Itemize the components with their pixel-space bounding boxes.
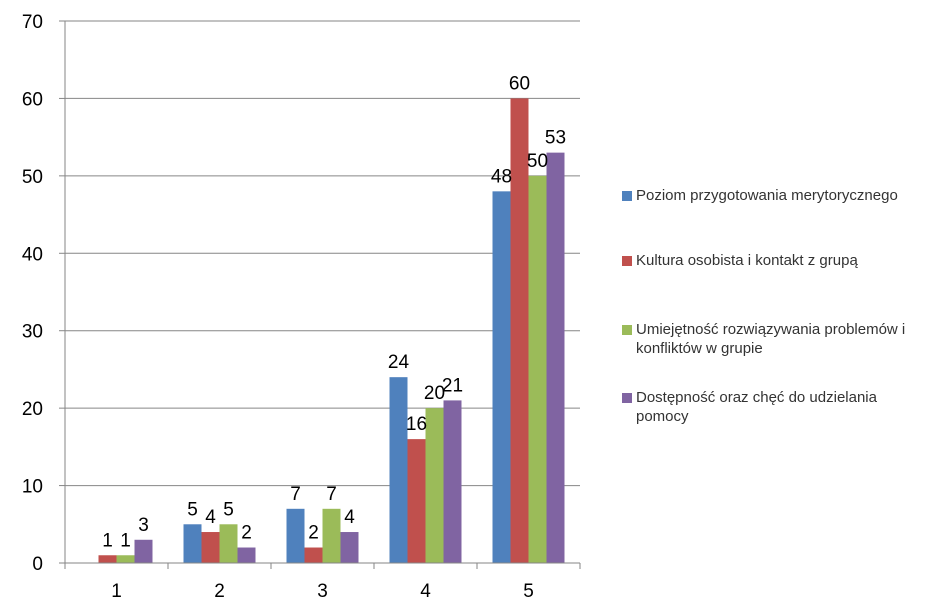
x-tick-label: 1 [111, 581, 122, 602]
bar [201, 532, 220, 563]
bar [134, 539, 153, 563]
legend-item-4: Dostępność oraz chęć do udzielania pomoc… [622, 388, 922, 426]
legend-label-2: Kultura osobista i kontakt z grupą [636, 252, 858, 269]
data-label: 5 [187, 499, 198, 520]
legend-swatch-1 [622, 191, 632, 201]
legend-swatch-3 [622, 325, 632, 335]
data-label: 24 [388, 352, 410, 373]
bar [425, 408, 444, 563]
bar [492, 191, 511, 564]
bar [528, 175, 547, 563]
data-label: 2 [241, 523, 252, 544]
bar [237, 547, 256, 563]
bar [546, 152, 565, 563]
bar [510, 98, 529, 563]
y-tick-label: 10 [22, 477, 43, 498]
legend-label-1: Poziom przygotowania merytorycznego [636, 187, 898, 204]
x-tick-label: 5 [523, 581, 534, 602]
data-label: 3 [138, 515, 149, 536]
bar [407, 439, 426, 563]
bar [322, 508, 341, 563]
y-tick-label: 0 [32, 554, 43, 575]
data-label: 2 [308, 523, 319, 544]
legend-label-4: Dostępność oraz chęć do udzielania pomoc… [636, 389, 877, 425]
data-label: 4 [344, 507, 355, 528]
x-tick-label: 4 [420, 581, 431, 602]
bar [98, 555, 117, 563]
bar [389, 377, 408, 563]
legend-swatch-4 [622, 393, 632, 403]
bar [340, 532, 359, 563]
data-label: 20 [424, 383, 445, 404]
data-label: 21 [442, 375, 463, 396]
bar [116, 555, 135, 563]
y-tick-label: 30 [22, 322, 43, 343]
legend-item-1: Poziom przygotowania merytorycznego [622, 186, 922, 205]
y-tick-label: 40 [22, 244, 43, 265]
y-tick-label: 70 [22, 12, 43, 33]
x-tick-label: 2 [214, 581, 225, 602]
data-label: 5 [223, 499, 234, 520]
data-label: 7 [290, 484, 301, 505]
x-tick-label: 3 [317, 581, 328, 602]
y-tick-label: 20 [22, 399, 43, 420]
bar [443, 400, 462, 563]
bar [219, 524, 238, 563]
bar [286, 508, 305, 563]
data-label: 48 [491, 166, 512, 187]
bar [304, 547, 323, 563]
data-label: 50 [527, 151, 548, 172]
y-tick-label: 60 [22, 89, 43, 110]
legend-swatch-2 [622, 256, 632, 266]
data-label: 7 [326, 484, 337, 505]
legend-item-3: Umiejętność rozwiązywania problemów i ko… [622, 320, 922, 358]
y-tick-label: 50 [22, 167, 43, 188]
data-label: 1 [102, 530, 113, 551]
legend-label-3: Umiejętność rozwiązywania problemów i ko… [636, 321, 906, 357]
data-label: 4 [205, 507, 216, 528]
data-label: 53 [545, 128, 566, 149]
data-label: 1 [120, 530, 131, 551]
bar [183, 524, 202, 563]
data-label: 60 [509, 73, 530, 94]
legend-item-2: Kultura osobista i kontakt z grupą [622, 251, 922, 270]
data-label: 16 [406, 414, 427, 435]
